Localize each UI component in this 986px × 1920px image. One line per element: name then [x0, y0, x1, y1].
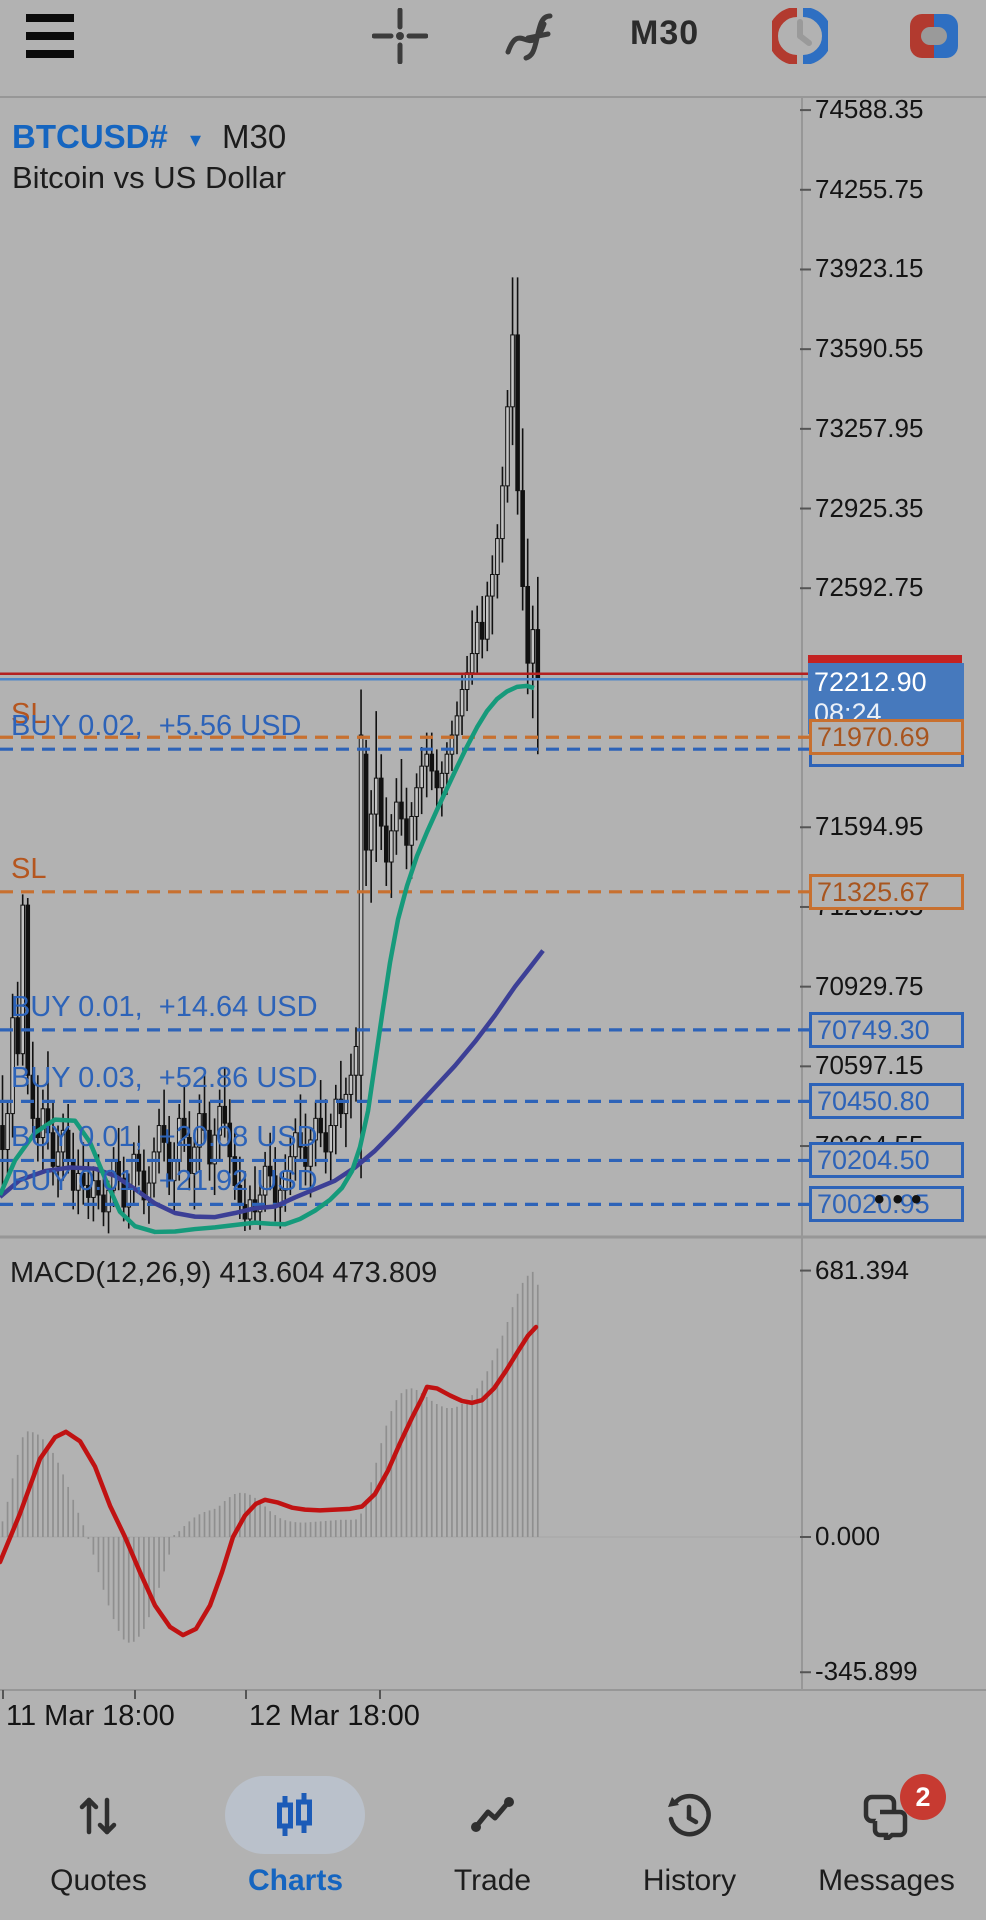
time-axis-label: 11 Mar 18:00 [6, 1700, 175, 1732]
macd-signal-value: 473.809 [332, 1257, 438, 1289]
stop-loss-price-box: 71970.69 [809, 719, 964, 756]
ask-price-box [808, 655, 962, 664]
macd-axis-label: -345.899 [815, 1656, 918, 1687]
indicator-function-icon[interactable] [504, 8, 560, 64]
price-axis-label: 72592.75 [815, 572, 924, 603]
buy-position-label[interactable]: BUY 0.01, +20.08 USD [11, 1121, 318, 1154]
chevron-down-icon[interactable]: ▾ [190, 127, 202, 152]
nav-label: History [642, 1864, 737, 1897]
macd-axis-label: 0.000 [815, 1521, 881, 1551]
bottom-navigation: Quotes Charts Trade History [0, 1760, 986, 1920]
current-price-value: 72212.90 [814, 667, 927, 697]
ellipsis-icon[interactable]: ••• [874, 1183, 930, 1216]
price-axis-label: 74255.75 [815, 173, 924, 204]
nav-label: Charts [247, 1864, 344, 1897]
nav-label: Trade [453, 1864, 532, 1897]
arrows-up-down-icon [79, 1797, 117, 1835]
buy-order-price-box: 70749.30 [809, 1011, 964, 1048]
buy-position-label[interactable]: BUY 0.03, +52.86 USD [11, 1062, 318, 1095]
candlesticks-icon [277, 1793, 312, 1836]
nav-label: Messages [818, 1864, 955, 1897]
nav-item-history[interactable]: History [591, 1760, 788, 1920]
messages-badge: 2 [900, 1774, 946, 1820]
timeframe-button[interactable]: M30 [630, 14, 700, 52]
macd-main-value: 413.604 [219, 1257, 325, 1289]
nav-item-quotes[interactable]: Quotes [0, 1760, 197, 1920]
buy-position-label[interactable]: BUY 0.02, +5.56 USD [11, 710, 302, 743]
stop-loss-price-box: 71325.67 [809, 873, 964, 910]
chart-timeframe-label: M30 [222, 118, 287, 155]
buy-position-label[interactable]: BUY 0.01, +21.92 USD [11, 1165, 318, 1198]
price-axis-label: 71594.95 [815, 811, 924, 842]
buy-position-label[interactable]: BUY 0.01, +14.64 USD [11, 990, 318, 1023]
stop-loss-label[interactable]: SL [11, 852, 47, 885]
trade-panel-icon[interactable] [906, 8, 962, 64]
price-axis-label: 73257.95 [815, 412, 924, 443]
history-clock-icon [668, 1793, 711, 1837]
crosshair-icon[interactable] [372, 8, 428, 64]
symbol-description: Bitcoin vs US Dollar [12, 160, 286, 195]
price-axis-label: 70929.75 [815, 970, 924, 1001]
nav-label: Quotes [50, 1864, 147, 1897]
buy-order-price-box: 70450.80 [809, 1083, 964, 1120]
price-axis-label: 74588.35 [815, 94, 924, 125]
time-axis-label: 12 Mar 18:00 [249, 1700, 420, 1732]
nav-item-messages[interactable]: 2 Messages [788, 1760, 985, 1920]
macd-axis-label: 681.394 [815, 1254, 909, 1285]
hamburger-menu-icon[interactable] [22, 8, 78, 64]
price-axis-label: 72925.35 [815, 492, 924, 523]
trend-line-icon [471, 1797, 514, 1832]
nav-item-charts[interactable]: Charts [197, 1760, 394, 1920]
nav-item-trade[interactable]: Trade [394, 1760, 591, 1920]
symbol-selector[interactable]: BTCUSD# [12, 118, 168, 155]
chat-bubbles-icon [863, 1794, 908, 1840]
buy-order-price-box: 70020.95 [809, 1186, 964, 1223]
active-tab-pill [225, 1776, 365, 1854]
price-axis-label: 70597.15 [815, 1050, 924, 1081]
price-axis-label: 73590.55 [815, 333, 924, 364]
macd-indicator-label[interactable]: MACD(12,26,9) 413.604 473.809 [10, 1257, 438, 1289]
price-axis-label: 73923.15 [815, 253, 924, 284]
buy-order-price-box: 70204.50 [809, 1142, 964, 1179]
sessions-clock-icon[interactable] [772, 8, 828, 64]
